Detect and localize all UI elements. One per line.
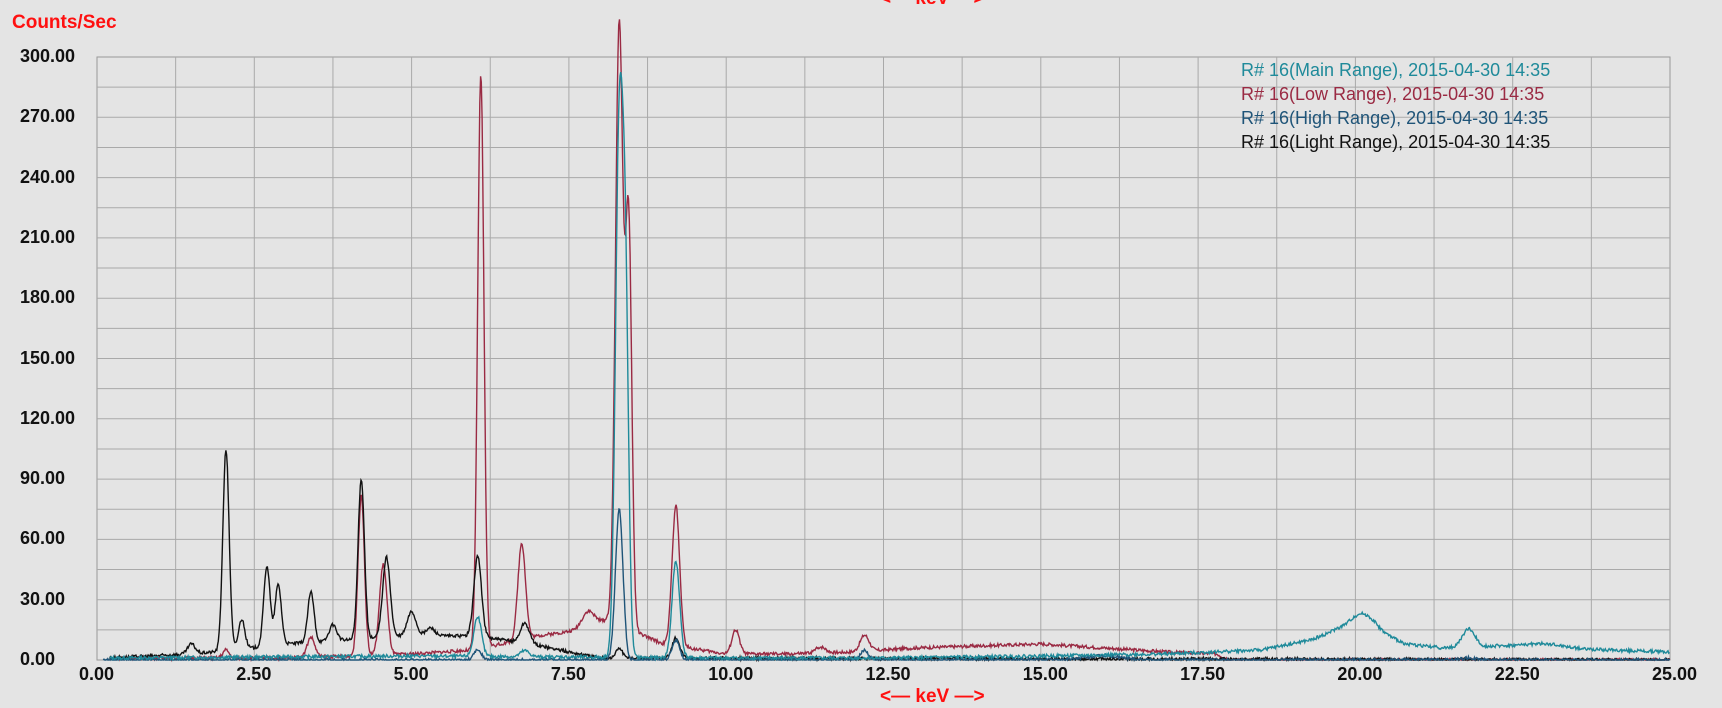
x-axis-label: <— keV —> [880,686,985,707]
x-tick-label: 10.00 [708,664,754,684]
x-tick-label: 5.00 [393,664,429,684]
x-tick-label: 15.00 [1022,664,1068,684]
series-line [102,507,1671,662]
legend-item-light-range: R# 16(Light Range), 2015-04-30 14:35 [1241,132,1551,152]
x-tick-label: 0.00 [79,664,115,684]
legend-item-main-range: R# 16(Main Range), 2015-04-30 14:35 [1241,60,1551,80]
y-tick-label: 60.00 [20,528,66,549]
legend-item-low-range: R# 16(Low Range), 2015-04-30 14:35 [1241,84,1545,104]
y-tick-label: 240.00 [20,166,76,187]
y-tick-label: 210.00 [20,226,76,247]
y-tick-label: 150.00 [20,347,76,368]
legend-item-high-range: R# 16(High Range), 2015-04-30 14:35 [1241,108,1549,128]
y-tick-label: 180.00 [20,287,76,308]
x-tick-label: 17.50 [1180,664,1226,684]
x-axis-label-top: <— keV —> [880,0,985,10]
x-tick-label: 7.50 [550,664,586,684]
x-tick-label: 2.50 [236,664,272,684]
series-line [108,450,1671,663]
y-axis-label: Counts/Sec [12,12,117,33]
x-tick-label: 22.50 [1494,664,1540,684]
legend: R# 16(Main Range), 2015-04-30 14:35 R# 1… [1241,58,1550,154]
y-tick-label: 0.00 [20,649,56,669]
x-tick-label: 25.00 [1652,664,1698,684]
y-tick-label: 30.00 [20,588,66,609]
y-tick-label: 270.00 [20,106,76,127]
y-tick-label: 120.00 [20,407,76,428]
series-layer [102,19,1671,663]
y-tick-label: 300.00 [20,46,76,66]
x-tick-label: 20.00 [1337,664,1383,684]
series-line [109,71,1670,662]
y-tick-label: 90.00 [20,468,66,489]
x-tick-label: 12.50 [865,664,911,684]
